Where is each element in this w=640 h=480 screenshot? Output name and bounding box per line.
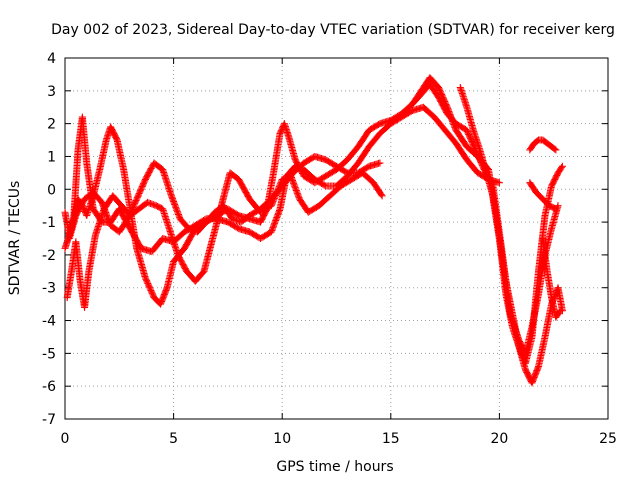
data-point-marker bbox=[267, 202, 275, 210]
y-tick-label: 4 bbox=[47, 51, 56, 67]
series-track-1 bbox=[61, 74, 566, 387]
series-track-5 bbox=[409, 80, 562, 357]
data-point-marker bbox=[377, 191, 385, 199]
y-tick-label: -5 bbox=[42, 346, 56, 362]
data-point-marker bbox=[552, 205, 560, 213]
data-point-marker bbox=[555, 308, 563, 316]
data-point-marker bbox=[378, 192, 386, 200]
y-tick-label: -4 bbox=[42, 314, 56, 330]
data-point-marker bbox=[320, 181, 328, 189]
x-axis-label: GPS time / hours bbox=[276, 459, 393, 475]
data-point-marker bbox=[556, 307, 564, 315]
y-tick-label: 3 bbox=[47, 84, 56, 100]
x-tick-label: 25 bbox=[599, 431, 617, 447]
data-point-marker bbox=[342, 168, 350, 176]
data-point-marker bbox=[495, 179, 503, 187]
series-track-9 bbox=[539, 235, 564, 321]
data-point-marker bbox=[551, 145, 559, 153]
series-track-2 bbox=[61, 103, 503, 256]
chart-title: Day 002 of 2023, Sidereal Day-to-day VTE… bbox=[51, 22, 615, 38]
x-tick-label: 0 bbox=[61, 431, 70, 447]
x-tick-label: 20 bbox=[490, 431, 508, 447]
y-axis-label: SDTVAR / TECUs bbox=[7, 181, 23, 296]
data-point-marker bbox=[558, 162, 566, 170]
y-tick-label: 1 bbox=[47, 149, 56, 165]
x-tick-label: 15 bbox=[382, 431, 400, 447]
y-tick-label: -1 bbox=[42, 215, 56, 231]
series-track-3 bbox=[63, 169, 386, 311]
y-tick-label: -2 bbox=[42, 248, 56, 264]
series-track-8 bbox=[526, 179, 560, 213]
data-point-marker bbox=[551, 204, 559, 212]
data-point-marker bbox=[558, 164, 566, 172]
y-tick-label: -7 bbox=[42, 412, 56, 428]
x-tick-label: 5 bbox=[169, 431, 178, 447]
data-point-marker bbox=[552, 146, 560, 154]
y-tick-label: -6 bbox=[42, 379, 56, 395]
series-track-7 bbox=[526, 136, 560, 154]
plot-frame bbox=[64, 57, 609, 420]
series-track-4 bbox=[65, 152, 384, 242]
y-tick-label: 2 bbox=[47, 117, 56, 133]
y-tick-label: -3 bbox=[42, 281, 56, 297]
y-tick-label: 0 bbox=[47, 182, 56, 198]
data-point-marker bbox=[376, 159, 384, 167]
x-tick-label: 10 bbox=[273, 431, 291, 447]
data-points bbox=[61, 74, 566, 387]
